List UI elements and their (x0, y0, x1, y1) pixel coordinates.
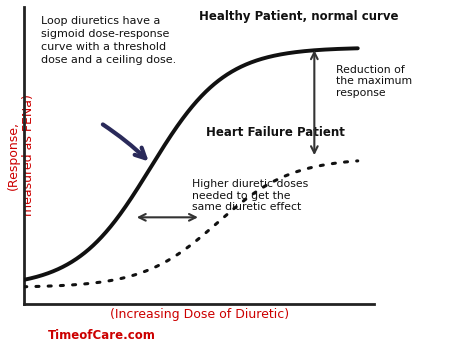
X-axis label: (Increasing Dose of Diuretic): (Increasing Dose of Diuretic) (109, 308, 289, 321)
Text: TimeofCare.com: TimeofCare.com (47, 328, 155, 342)
Text: Higher diuretic doses
needed to get the
same diuretic effect: Higher diuretic doses needed to get the … (192, 179, 308, 212)
Text: Heart Failure Patient: Heart Failure Patient (206, 126, 345, 139)
Text: Healthy Patient, normal curve: Healthy Patient, normal curve (199, 10, 399, 23)
Text: Reduction of
the maximum
response: Reduction of the maximum response (336, 65, 412, 98)
Y-axis label: (Response,
measured as FENa): (Response, measured as FENa) (7, 94, 35, 216)
Text: Loop diuretics have a
sigmoid dose-response
curve with a threshold
dose and a ce: Loop diuretics have a sigmoid dose-respo… (41, 16, 176, 66)
